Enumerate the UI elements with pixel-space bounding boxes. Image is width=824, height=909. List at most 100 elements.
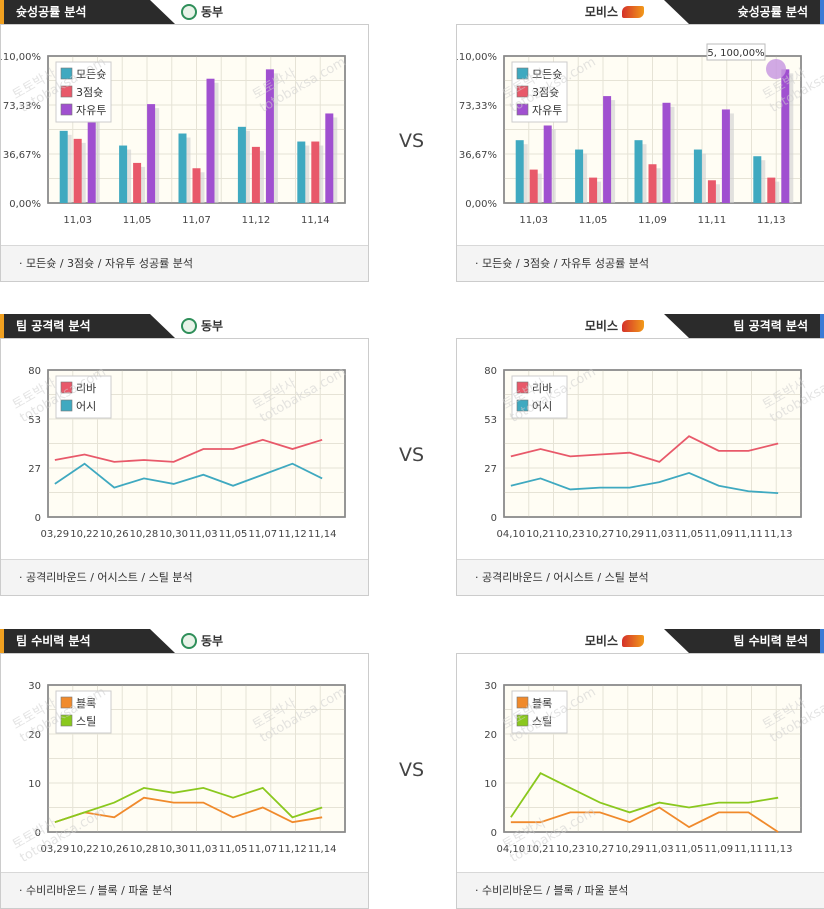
x-tick-label: 11,09 <box>638 215 667 226</box>
y-tick-label: 20 <box>28 730 41 741</box>
y-tick-label: 20 <box>484 730 497 741</box>
mobis-logo-icon <box>622 6 644 18</box>
x-tick-label: 10,30 <box>159 529 188 540</box>
offense-right-panel: 0 27 53 80 04,10 10,21 10,23 10,27 10,29 11,03 11,… <box>456 338 824 596</box>
bar <box>707 180 716 203</box>
legend-swatch <box>516 85 529 98</box>
mobis-logo-icon <box>622 320 644 332</box>
x-tick-label: 11,13 <box>757 215 786 226</box>
legend-swatch <box>516 399 529 412</box>
mobis-logo-icon <box>622 635 644 647</box>
x-tick-label: 11,09 <box>704 529 733 540</box>
tooltip-box <box>706 43 766 61</box>
x-tick-label: 04,10 <box>497 844 526 855</box>
bar <box>543 125 552 203</box>
x-tick-label: 11,12 <box>278 529 307 540</box>
bar <box>133 162 142 203</box>
section-title-right: 팀 공격력 분석 <box>664 314 824 338</box>
legend-swatch <box>60 696 73 709</box>
x-tick-label: 11,03 <box>645 844 674 855</box>
bar <box>325 113 334 203</box>
legend-label: 블록 <box>532 697 552 710</box>
y-tick-label: 0 <box>491 828 497 839</box>
shooting-left-panel: 0,00% 36,67% 73,33% 110,00% 11,03 11,05 11,07 1… <box>0 24 369 282</box>
defense-section: 팀 수비력 분석 동부 모비스 팀 수비력 분석 0 10 20 30 03,29 10,… <box>0 629 824 909</box>
x-tick-label: 11,03 <box>519 215 548 226</box>
legend-swatch <box>60 381 73 394</box>
bar <box>648 164 657 203</box>
x-tick-label: 10,26 <box>100 844 129 855</box>
x-tick-label: 03,29 <box>41 529 70 540</box>
x-tick-label: 10,29 <box>615 844 644 855</box>
legend-label: 모든슛 <box>76 68 106 81</box>
bar-shadow <box>123 149 132 203</box>
bar-shadow <box>697 153 706 203</box>
defense-right-panel: 0 10 20 30 04,10 10,21 10,23 10,27 10,29 11,03 11,… <box>456 653 824 909</box>
y-tick-label: 0,00% <box>465 199 497 210</box>
vs-label: VS <box>399 759 425 781</box>
legend-swatch <box>516 103 529 116</box>
bar <box>515 140 524 203</box>
y-tick-label: 0 <box>491 513 497 524</box>
bar <box>753 156 762 203</box>
x-tick-label: 10,21 <box>526 529 555 540</box>
left-team-name: 동부 <box>201 319 224 333</box>
right-team: 모비스 <box>585 633 644 649</box>
bar <box>87 117 96 203</box>
bar <box>147 104 156 203</box>
offense-section: 팀 공격력 분석 동부 모비스 팀 공격력 분석 0 27 53 80 03,29 10,… <box>0 314 824 614</box>
legend-label: 어시 <box>76 400 96 413</box>
y-tick-label: 80 <box>28 366 41 377</box>
y-tick-label: 10 <box>28 779 41 790</box>
left-team: 동부 <box>181 4 223 20</box>
x-tick-label: 11,07 <box>248 844 277 855</box>
bar-shadow <box>547 129 556 203</box>
bar <box>237 126 246 203</box>
series-line <box>510 471 779 495</box>
series-line <box>54 796 323 824</box>
bar <box>634 140 643 203</box>
x-tick-label: 11,12 <box>278 844 307 855</box>
x-tick-label: 11,07 <box>182 215 211 226</box>
shooting-right-footer: · 모든슛 / 3점슛 / 자유투 성공률 분석 <box>457 245 824 281</box>
legend-swatch <box>60 67 73 80</box>
x-tick-label: 11,14 <box>308 529 337 540</box>
y-tick-label: 27 <box>484 464 497 475</box>
legend-label: 모든슛 <box>532 68 562 81</box>
bar <box>589 177 598 203</box>
x-tick-label: 10,28 <box>130 529 159 540</box>
y-tick-label: 30 <box>484 681 497 692</box>
x-tick-label: 11,05 <box>123 215 152 226</box>
bar <box>206 78 215 203</box>
left-team: 동부 <box>181 633 223 649</box>
bar <box>693 149 702 203</box>
tooltip-marker <box>766 59 786 79</box>
series-line <box>510 806 779 833</box>
left-team: 동부 <box>181 318 223 334</box>
bar <box>575 149 584 203</box>
x-tick-label: 11,03 <box>645 529 674 540</box>
shooting-right-chart: 0,00% 36,67% 73,33% 110,00% 11,03 11,05 11,09 1… <box>457 43 802 226</box>
x-tick-label: 10,23 <box>556 529 585 540</box>
dongbu-emblem-icon <box>181 633 197 649</box>
legend-label: 자유투 <box>76 104 106 117</box>
bar <box>662 102 671 203</box>
bar <box>251 146 260 203</box>
y-tick-label: 53 <box>28 415 41 426</box>
plot-border <box>47 369 346 518</box>
x-tick-label: 10,23 <box>556 844 585 855</box>
right-team-name: 모비스 <box>584 634 618 648</box>
y-tick-label: 36,67% <box>459 150 497 161</box>
bar <box>192 168 201 203</box>
bar <box>297 141 306 203</box>
x-tick-label: 11,05 <box>579 215 608 226</box>
bar <box>265 69 274 203</box>
bar <box>721 109 730 203</box>
